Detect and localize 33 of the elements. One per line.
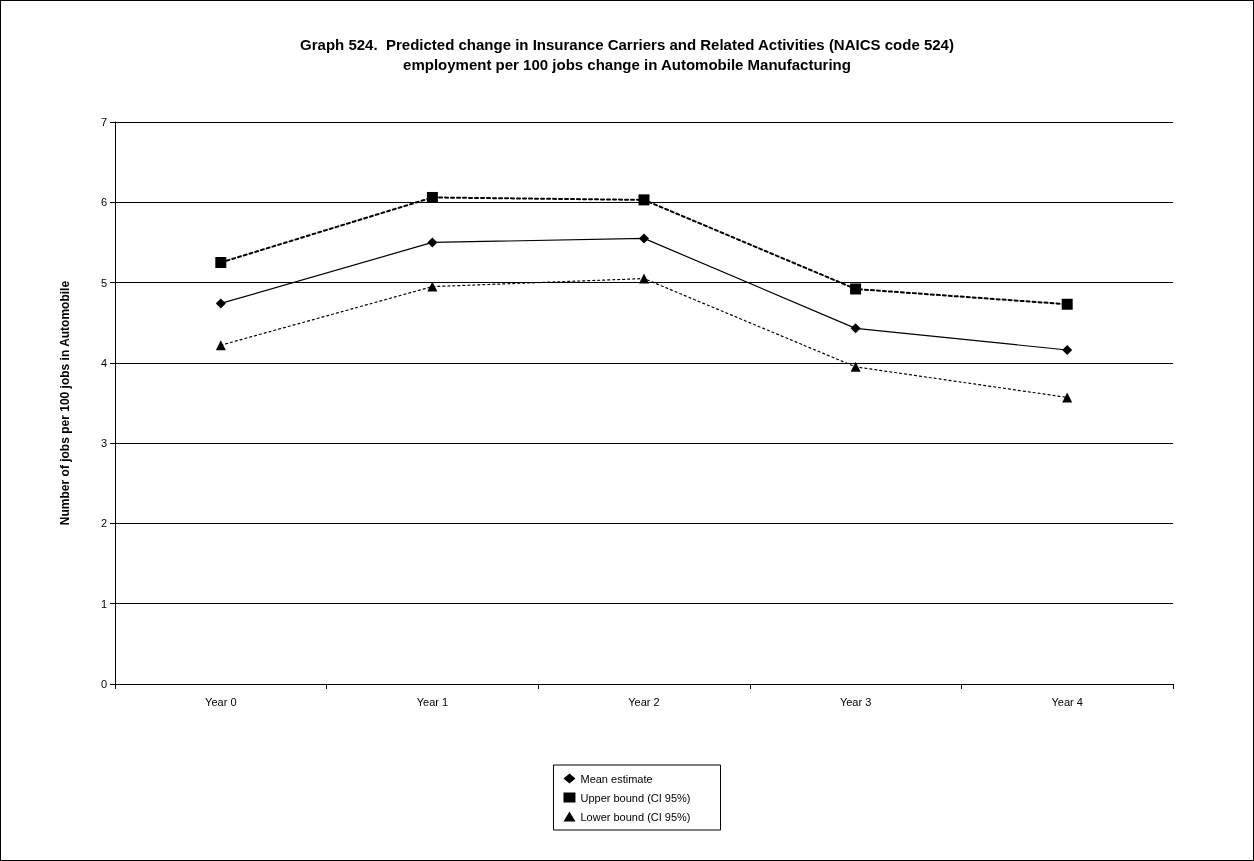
point (215, 340, 226, 351)
point (1061, 298, 1073, 310)
legend-label: Mean estimate (580, 772, 653, 785)
point (215, 298, 226, 309)
point (639, 233, 649, 244)
y-tick-label: 2 (100, 517, 107, 530)
point (850, 323, 861, 334)
point (639, 273, 649, 284)
legend-label: Upper bound (CI 95%) (580, 791, 691, 804)
x-tick-label: Year 3 (839, 695, 872, 708)
y-tick-label: 4 (100, 356, 107, 369)
y-tick-label: 7 (100, 116, 107, 128)
y-tick-label: 5 (100, 276, 107, 289)
x-tick-label: Year 1 (416, 695, 449, 708)
point (427, 237, 438, 248)
y-tick-label: 3 (100, 437, 107, 450)
point (426, 191, 438, 203)
y-tick-label: 6 (100, 196, 107, 209)
legend-label: Lower bound (CI 95%) (580, 810, 691, 823)
y-tick-label: 0 (100, 678, 107, 690)
chart-title: Graph 524. Predicted change in Insurance Carriers and Related Activities (NAICS code 524) employment per 100 jobs change in Automobile Manufacturing (300, 35, 954, 73)
point (215, 257, 227, 268)
point (850, 361, 861, 372)
point (638, 194, 650, 206)
point (850, 283, 862, 295)
point (1062, 392, 1073, 403)
point (1062, 345, 1073, 356)
point (427, 281, 438, 292)
y-tick-label: 1 (100, 597, 107, 610)
x-tick-label: Year 4 (1051, 695, 1083, 708)
x-tick-label: Year 0 (205, 695, 237, 708)
y-axis-title: Number of jobs per 100 jobs in Automobile (58, 280, 72, 526)
x-tick-label: Year 2 (628, 695, 660, 708)
